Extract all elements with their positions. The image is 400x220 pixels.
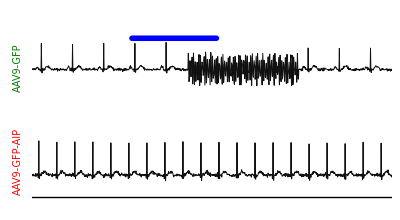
Text: AAV9-GFP-AIP: AAV9-GFP-AIP: [13, 128, 22, 195]
Text: AAV9-GFP: AAV9-GFP: [13, 43, 22, 92]
